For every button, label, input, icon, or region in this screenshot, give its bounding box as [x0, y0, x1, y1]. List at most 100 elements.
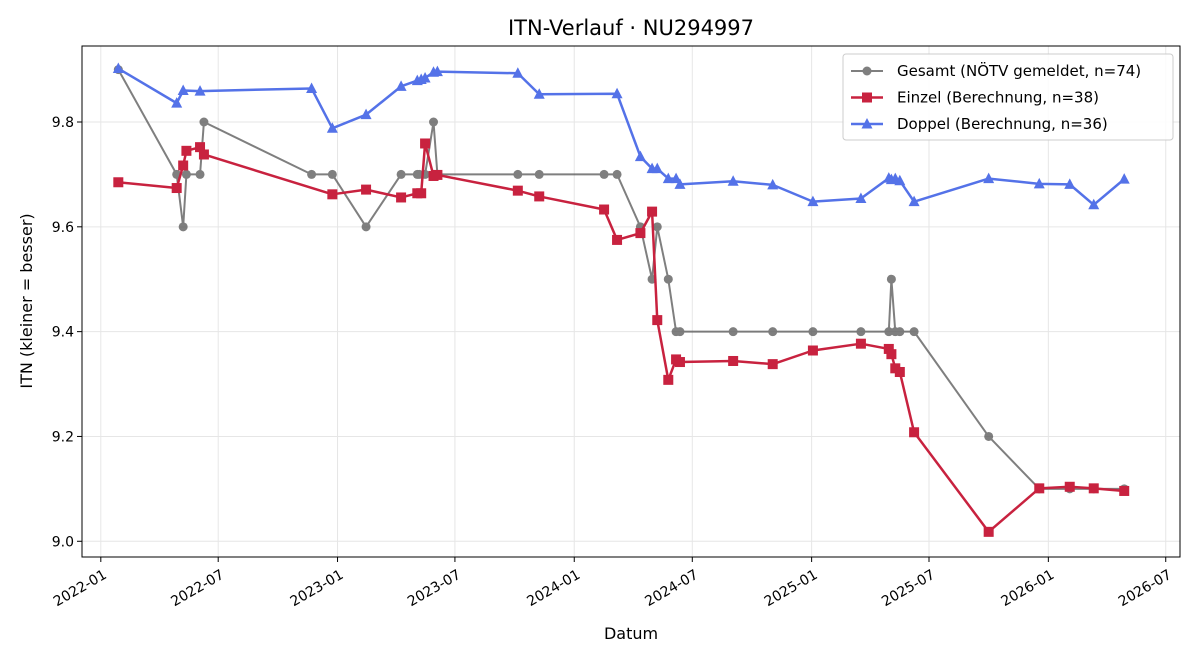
data-point — [431, 65, 443, 77]
data-point — [634, 150, 646, 162]
data-point — [177, 84, 189, 96]
data-point — [728, 327, 738, 337]
data-point — [1034, 483, 1045, 494]
data-point — [113, 177, 124, 188]
data-point — [983, 526, 994, 537]
data-point — [307, 169, 317, 179]
data-point — [420, 138, 431, 149]
y-tick-label: 9.4 — [52, 325, 74, 341]
x-tick-label: 2026-01 — [998, 567, 1057, 610]
data-point — [808, 327, 818, 337]
data-point — [983, 172, 995, 184]
data-point — [807, 345, 818, 356]
data-point — [886, 349, 897, 360]
data-point — [728, 355, 739, 366]
data-point — [181, 145, 192, 156]
legend-label: Gesamt (NÖTV gemeldet, n=74) — [897, 61, 1141, 80]
data-point — [662, 172, 674, 184]
plot-frame — [81, 45, 1181, 558]
legend-marker — [861, 118, 873, 129]
data-point — [807, 195, 819, 207]
data-point — [194, 85, 206, 96]
x-tick-label: 2023-01 — [288, 567, 347, 610]
y-axis-title: ITN (kleiner = besser) — [17, 213, 36, 388]
data-point — [513, 169, 523, 179]
legend-entry — [851, 92, 883, 103]
series-triangle — [112, 62, 1130, 210]
data-point — [894, 174, 906, 186]
data-point — [611, 87, 623, 99]
data-point — [895, 327, 905, 337]
legend-entry — [851, 66, 883, 76]
data-point — [1088, 198, 1100, 210]
data-point — [534, 191, 545, 202]
legend-label: Doppel (Berechnung, n=36) — [897, 115, 1108, 133]
data-point — [886, 274, 896, 284]
data-point — [767, 178, 779, 190]
data-point — [306, 82, 318, 93]
chart-title: ITN-Verlauf · NU294997 — [508, 16, 754, 40]
data-point — [767, 359, 778, 370]
data-point — [326, 122, 338, 133]
data-point — [360, 108, 372, 120]
data-point — [171, 97, 183, 108]
data-point — [1033, 177, 1045, 189]
data-point — [512, 67, 524, 78]
series-line — [118, 142, 1125, 534]
data-point — [181, 169, 191, 179]
x-tick-label: 2025-07 — [879, 567, 938, 610]
data-point — [855, 338, 866, 349]
x-tick-label: 2024-01 — [524, 567, 583, 610]
data-point — [663, 374, 674, 385]
data-point — [327, 169, 337, 179]
legend-entry — [851, 118, 883, 129]
data-point — [1064, 178, 1076, 189]
data-point — [396, 192, 407, 203]
x-tick-label: 2024-07 — [642, 567, 701, 610]
y-tick-label: 9.0 — [52, 534, 74, 550]
legend: Gesamt (NÖTV gemeldet, n=74) Einzel (Bere… — [842, 53, 1174, 141]
data-point — [361, 184, 372, 195]
data-point — [1064, 481, 1075, 492]
data-point — [1088, 483, 1099, 494]
data-point — [419, 71, 431, 83]
legend-marker — [862, 66, 872, 76]
data-point — [396, 169, 406, 179]
x-tick-label: 2022-01 — [51, 567, 110, 610]
series-square — [113, 138, 1130, 537]
data-point — [647, 206, 658, 217]
data-point — [198, 149, 209, 160]
data-point — [416, 188, 427, 199]
data-point — [984, 431, 994, 441]
data-point — [635, 228, 646, 239]
legend-box — [842, 53, 1174, 141]
x-tick-label: 2023-07 — [405, 567, 464, 610]
data-point — [327, 189, 338, 200]
data-point — [612, 234, 623, 245]
data-point — [432, 169, 443, 180]
y-tick-label: 9.2 — [52, 429, 74, 445]
data-point — [884, 327, 894, 337]
data-point — [112, 62, 124, 74]
series-layer — [112, 62, 1130, 537]
data-point — [883, 343, 894, 354]
data-point — [727, 175, 739, 186]
data-point — [909, 327, 919, 337]
data-point — [855, 192, 867, 204]
data-point — [361, 222, 371, 232]
legend-label: Einzel (Berechnung, n=38) — [897, 89, 1099, 107]
data-point — [195, 169, 205, 179]
data-point — [652, 315, 663, 326]
data-point — [894, 366, 905, 377]
x-tick-label: 2025-01 — [762, 567, 821, 610]
data-point — [768, 327, 778, 337]
data-point — [395, 80, 407, 91]
x-axis-title: Datum — [604, 624, 658, 643]
data-point — [908, 195, 920, 207]
data-point — [612, 169, 622, 179]
y-tick-label: 9.8 — [52, 115, 74, 131]
data-point — [178, 222, 188, 232]
data-point — [599, 204, 610, 215]
data-point — [1119, 485, 1130, 496]
data-point — [534, 169, 544, 179]
